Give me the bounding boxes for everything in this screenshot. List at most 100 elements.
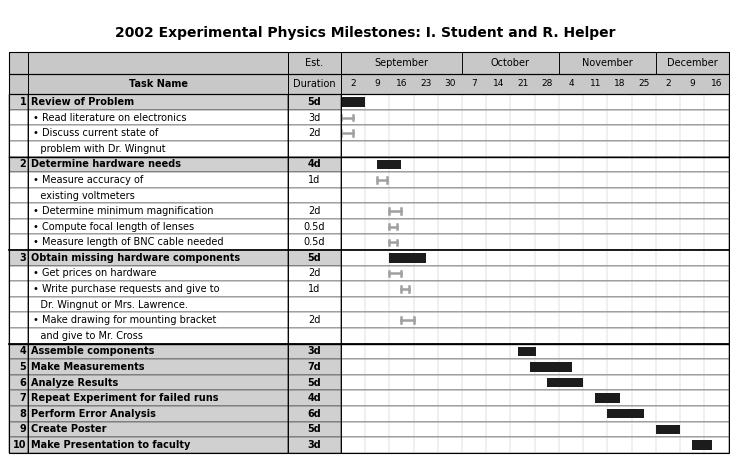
Text: 6d: 6d [307, 409, 321, 419]
Bar [9, 437, 28, 453]
Text: 5d: 5d [307, 378, 321, 388]
Bar [9, 94, 28, 110]
Bar [28, 421, 288, 437]
Text: 16: 16 [711, 80, 722, 88]
Bar [341, 110, 729, 126]
Bar [28, 250, 288, 266]
Bar [9, 250, 28, 266]
Text: 1d: 1d [308, 175, 320, 185]
Text: Make Presentation to faculty: Make Presentation to faculty [31, 440, 191, 450]
Text: problem with Dr. Wingnut: problem with Dr. Wingnut [31, 144, 166, 154]
Bar [547, 378, 583, 387]
Bar [28, 390, 288, 406]
Text: 6: 6 [20, 378, 26, 388]
Bar [656, 425, 680, 434]
Bar [341, 188, 729, 203]
Text: Est.: Est. [305, 58, 323, 68]
Bar [28, 203, 288, 219]
Text: 8: 8 [20, 409, 26, 419]
Text: • Determine minimum magnification: • Determine minimum magnification [33, 206, 213, 216]
Bar [288, 297, 341, 313]
Bar [28, 344, 288, 359]
Bar [9, 52, 288, 74]
Text: 3d: 3d [307, 440, 321, 450]
Bar [9, 126, 28, 141]
Bar [559, 52, 656, 74]
Bar [288, 250, 341, 266]
Text: existing voltmeters: existing voltmeters [31, 191, 135, 201]
Bar [28, 328, 288, 344]
Bar [607, 409, 644, 419]
Bar [28, 406, 288, 421]
Text: 10: 10 [13, 440, 26, 450]
Text: 2d: 2d [308, 268, 320, 278]
Bar [341, 297, 729, 313]
Bar [28, 313, 288, 328]
Text: 7: 7 [472, 80, 477, 88]
Bar [341, 313, 729, 328]
Bar [288, 359, 341, 375]
Bar [28, 234, 288, 250]
Bar [9, 234, 28, 250]
Bar [288, 421, 341, 437]
Text: 1d: 1d [308, 284, 320, 294]
Text: 7: 7 [20, 393, 26, 403]
Bar [389, 253, 426, 263]
Bar [28, 126, 288, 141]
Bar [341, 203, 729, 219]
Bar [288, 234, 341, 250]
Text: 9: 9 [689, 80, 695, 88]
Text: Repeat Experiment for failed runs: Repeat Experiment for failed runs [31, 393, 219, 403]
Text: 2002 Experimental Physics Milestones: I. Student and R. Helper: 2002 Experimental Physics Milestones: I.… [115, 26, 615, 40]
Bar [9, 52, 729, 74]
Text: 7d: 7d [307, 362, 321, 372]
Bar [288, 94, 341, 110]
Bar [595, 394, 620, 403]
Text: 0.5d: 0.5d [304, 222, 325, 232]
Bar [518, 347, 536, 356]
Bar [9, 313, 28, 328]
Bar [288, 52, 341, 74]
Bar [28, 375, 288, 390]
Bar [341, 375, 729, 390]
Text: Assemble components: Assemble components [31, 346, 155, 356]
Text: September: September [374, 58, 429, 68]
Text: Determine hardware needs: Determine hardware needs [31, 159, 181, 169]
Bar [341, 219, 729, 234]
Text: 2: 2 [20, 159, 26, 169]
Bar [341, 52, 462, 74]
Bar [341, 344, 729, 359]
Text: 9: 9 [20, 425, 26, 435]
Text: 16: 16 [396, 80, 407, 88]
Text: 3d: 3d [308, 112, 320, 122]
Bar [341, 437, 729, 453]
Text: 25: 25 [638, 80, 650, 88]
Bar [9, 375, 28, 390]
Text: 23: 23 [420, 80, 431, 88]
Bar [28, 266, 288, 281]
Bar [28, 297, 288, 313]
Bar [288, 110, 341, 126]
Bar [28, 281, 288, 297]
Text: and give to Mr. Cross: and give to Mr. Cross [31, 331, 143, 341]
Bar [288, 203, 341, 219]
Text: Obtain missing hardware components: Obtain missing hardware components [31, 253, 240, 263]
Text: 1: 1 [20, 97, 26, 107]
Text: 2: 2 [665, 80, 671, 88]
Text: • Write purchase requests and give to: • Write purchase requests and give to [33, 284, 219, 294]
Bar [377, 160, 402, 169]
Bar [9, 74, 729, 94]
Bar [9, 188, 28, 203]
Text: 2d: 2d [308, 206, 320, 216]
Text: 3d: 3d [307, 346, 321, 356]
Bar [530, 362, 572, 372]
Bar [288, 375, 341, 390]
Bar [28, 359, 288, 375]
Bar [656, 52, 729, 74]
Bar [9, 328, 28, 344]
Bar [341, 172, 729, 188]
Text: 5d: 5d [307, 97, 321, 107]
Bar [28, 141, 288, 157]
Text: • Read literature on electronics: • Read literature on electronics [33, 112, 186, 122]
Bar [341, 234, 729, 250]
